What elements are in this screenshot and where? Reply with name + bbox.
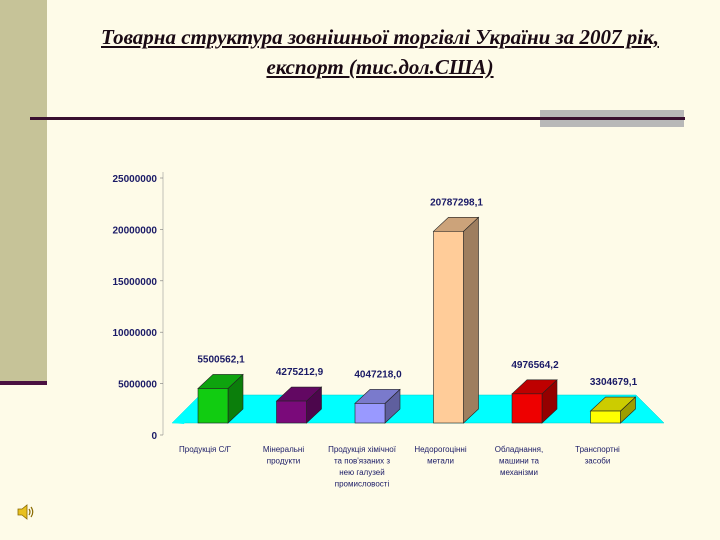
bar-0 (197, 388, 229, 424)
decorative-left-rule (0, 381, 47, 385)
bar-5 (590, 410, 621, 424)
value-label-2: 4047218,0 (354, 369, 402, 380)
category-label-3: Недорогоцінні (414, 445, 466, 454)
category-label-2: Продукція хімічної (328, 445, 397, 454)
category-label-5: засоби (585, 457, 611, 466)
chart-floor-edge (172, 395, 200, 424)
slide-title: Товарна структура зовнішньої торгівлі Ук… (40, 22, 720, 82)
category-label-1: Мінеральні (263, 445, 304, 454)
category-label-4: Обладнання, (495, 445, 544, 454)
bar-side-3 (463, 216, 479, 424)
value-label-3: 20787298,1 (430, 197, 483, 208)
value-label-1: 4275212,9 (276, 367, 324, 378)
category-label-0: Продукція С/Г (179, 445, 232, 454)
value-label-5: 3304679,1 (590, 377, 638, 388)
y-tick-label: 5000000 (118, 380, 157, 391)
bar-4 (511, 393, 543, 424)
y-tick-label: 0 (151, 431, 157, 442)
category-label-2: нею галузей (339, 468, 384, 477)
title-divider (30, 117, 685, 120)
y-tick-label: 10000000 (113, 328, 158, 339)
category-label-4: механізми (500, 468, 538, 477)
speaker-icon[interactable] (16, 502, 36, 522)
bar-1 (276, 400, 307, 424)
category-label-3: метали (427, 457, 454, 466)
value-label-4: 4976564,2 (511, 360, 559, 371)
y-tick-label: 20000000 (113, 225, 158, 236)
bar-2 (354, 403, 386, 424)
decorative-left-band (0, 0, 47, 383)
category-label-2: та пов'язаних з (334, 457, 390, 466)
category-label-5: Транспортні (575, 445, 620, 454)
y-tick-label: 15000000 (113, 277, 158, 288)
category-label-2: промисловості (335, 480, 390, 489)
bar-3 (433, 231, 464, 424)
value-label-0: 5500562,1 (197, 354, 245, 365)
slide-title-line2: експорт (тис.дол.США) (266, 55, 494, 79)
category-label-1: продукти (267, 457, 300, 466)
category-label-4: машини та (499, 457, 540, 466)
slide-title-line1: Товарна структура зовнішньої торгівлі Ук… (101, 25, 659, 49)
y-tick-label: 25000000 (113, 174, 158, 185)
